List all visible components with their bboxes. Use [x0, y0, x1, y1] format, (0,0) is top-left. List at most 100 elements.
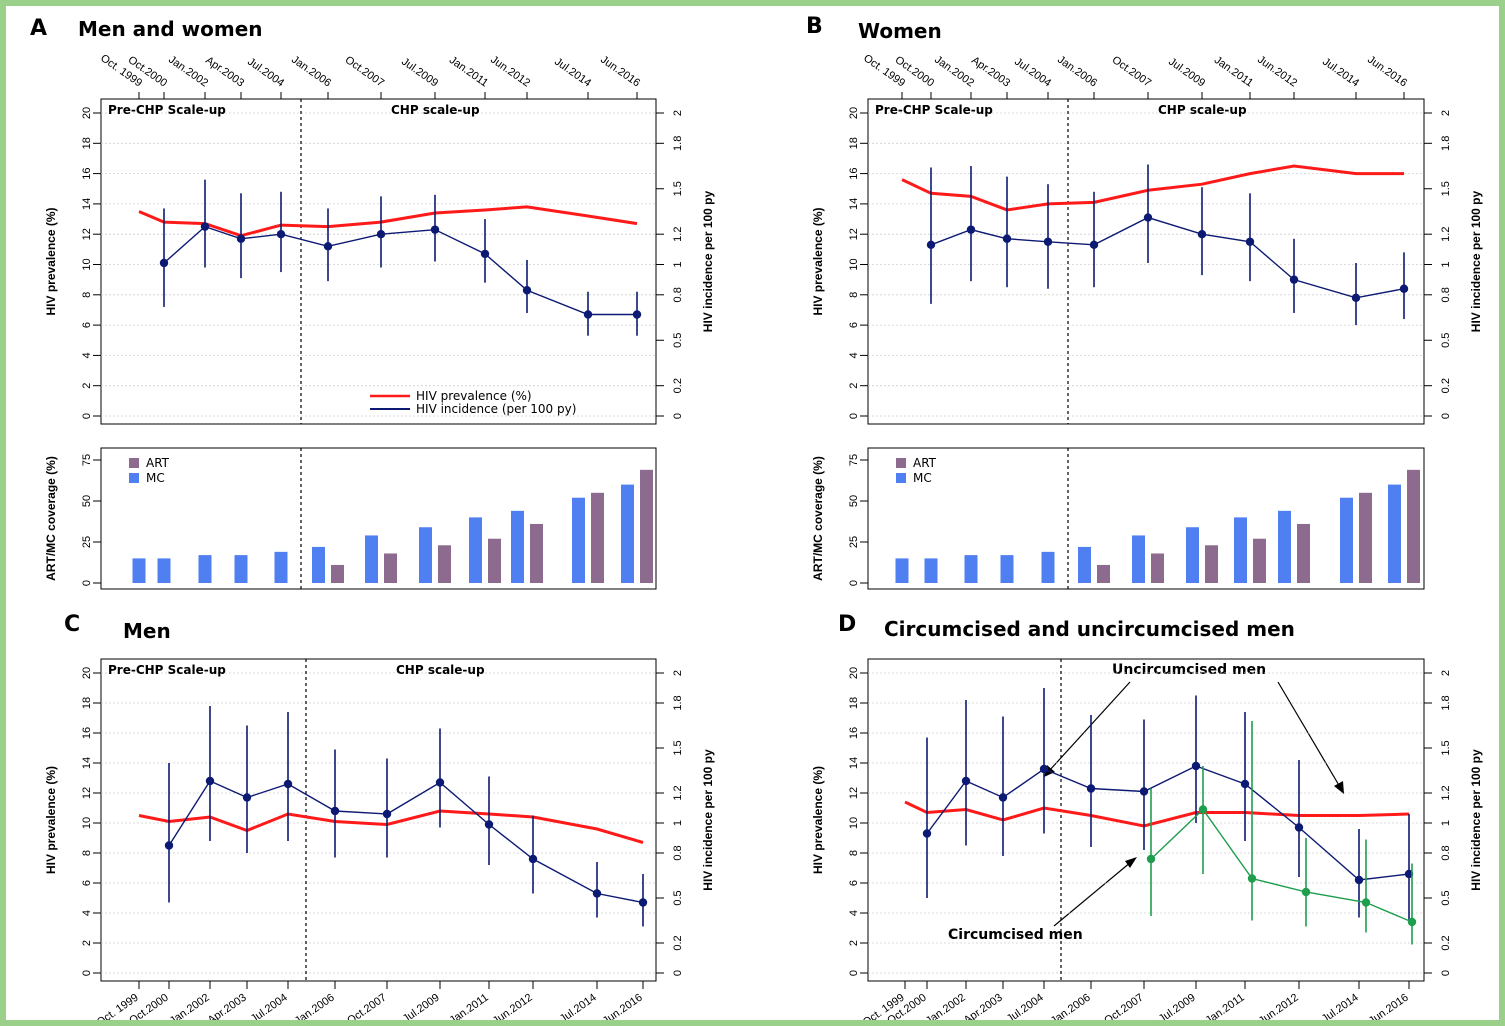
- panel-b-xtick-label: Oct.2007: [1110, 54, 1153, 89]
- panel-d-series-circumcised-point: [1407, 917, 1417, 927]
- panel-b-xtick-label: Jul.2014: [1320, 56, 1361, 90]
- panel-c-phase-pre: Pre-CHP Scale-up: [108, 663, 226, 677]
- panel-a-coverage-ytick-label: 50: [81, 495, 93, 507]
- panel-c-y2tick-label: 0: [672, 970, 684, 976]
- panel-b-coverage-ytick-label: 25: [848, 536, 860, 548]
- panel-d-ylabel-right: HIV incidence per 100 py: [1469, 749, 1483, 891]
- panel-a-ytick-label: 2: [81, 383, 93, 389]
- panel-a-xtick-label: Jun.2012: [488, 54, 532, 90]
- panel-d-series-circumcised-point: [1361, 898, 1371, 907]
- panel-a-plot-frame: [100, 98, 657, 425]
- panel-c-ytick-label: 12: [81, 787, 93, 799]
- panel-b-series-incidence-point: [1043, 237, 1053, 246]
- panel-a-xtick-label: Jan.2011: [447, 54, 490, 89]
- panel-d-series-incidence-point: [1240, 779, 1250, 789]
- panel-c-series-incidence-point: [164, 841, 174, 850]
- panel-b-ytick-label: 10: [848, 258, 860, 270]
- panel-b-legend-art-swatch: [896, 458, 906, 468]
- panel-d-y2tick-label: 0.2: [1440, 935, 1452, 950]
- panel-a-coverage-ytick-label: 75: [81, 454, 93, 466]
- panel-c-series-incidence-point: [283, 779, 293, 789]
- panel-c-ylabel-right: HIV incidence per 100 py: [701, 749, 715, 891]
- panel-d-ytick-label: 2: [848, 940, 860, 946]
- panel-b-letter: B: [806, 14, 823, 39]
- panel-a-letter: A: [30, 16, 47, 41]
- panel-d-series-circumcised-point: [1146, 854, 1156, 864]
- panel-d-xtick-label: Jul.2014: [1320, 992, 1361, 1020]
- panel-b-title: Women: [858, 19, 942, 43]
- panel-b-bar-mc: [964, 555, 978, 583]
- panel-a-legend-art: ART: [146, 456, 170, 470]
- panel-b-y2tick-label: 1.2: [1440, 227, 1452, 242]
- panel-c-phase-post: CHP scale-up: [396, 663, 485, 677]
- panel-a-xtick-label: Jul.2014: [552, 56, 593, 90]
- panel-c-ytick-label: 4: [81, 910, 93, 916]
- panel-d-ytick-label: 0: [848, 970, 860, 976]
- panel-d-ytick-label: 4: [848, 910, 860, 916]
- arrow-circumcised-head: [1125, 857, 1137, 868]
- panel-a-ylabel-right: HIV incidence per 100 py: [701, 190, 715, 332]
- panel-c-series-incidence-point: [528, 854, 538, 864]
- annotation-uncircumcised: Uncircumcised men: [1112, 662, 1266, 678]
- panel-c-y2tick-label: 1.2: [672, 785, 684, 800]
- panel-b-y2tick-label: 1.8: [1440, 136, 1452, 151]
- legend: HIV prevalence (%) HIV incidence (per 10…: [370, 389, 576, 416]
- panel-d-xtick-label: Jan.2011: [1203, 992, 1246, 1020]
- panel-d-y2tick-label: 0.5: [1440, 890, 1452, 905]
- panel-a-bar-art: [640, 469, 653, 583]
- panel-c-xtick-label: Jun.2012: [491, 992, 535, 1020]
- panel-a-bar-mc: [198, 555, 212, 583]
- panel-a-ylabel: HIV prevalence (%): [44, 207, 58, 315]
- panel-d-ytick-label: 8: [848, 850, 860, 856]
- panel-d-series-incidence-point: [922, 829, 932, 838]
- panel-d-y2tick-label: 1.5: [1440, 740, 1452, 755]
- panel-c-series-incidence-point: [484, 820, 494, 829]
- panel-a-y2tick-label: 0.2: [672, 378, 684, 393]
- panel-c-ytick-label: 10: [81, 817, 93, 829]
- panel-b-y2tick-label: 1.5: [1440, 181, 1452, 196]
- panel-c-series-incidence-point: [382, 809, 392, 819]
- panel-b-xtick-label: Jul.2004: [1012, 56, 1053, 90]
- panel-d-ytick-label: 6: [848, 880, 860, 886]
- panel-a-xtick-label: Apr.2003: [203, 54, 246, 89]
- panel-a-bar-art: [591, 492, 604, 583]
- panel-a-series-incidence-point: [632, 310, 642, 319]
- panel-a-series-prevalence-line: [138, 205, 638, 238]
- panel-b-bar-mc: [1186, 527, 1199, 583]
- panel-d-xtick-label: Oct.2007: [1102, 992, 1145, 1020]
- panel-d-ylabel: HIV prevalence (%): [811, 766, 825, 874]
- panel-a-series-incidence-point: [522, 286, 532, 295]
- panel-d-plot: 0 2 4 6 8 10 12 14 16 18 20 0 0.2 0.5 0.8 1 1.2 1.5 1.8 2 HI…: [811, 658, 1483, 1020]
- panel-b-ytick-label: 2: [848, 383, 860, 389]
- panel-c-series-incidence-point: [242, 793, 252, 802]
- panel-a-bar-mc: [572, 497, 585, 583]
- panel-d-y2tick-label: 1: [1440, 820, 1452, 826]
- panel-d-series-incidence-point: [1404, 869, 1414, 879]
- panel-b-coverage-ytick-label: 0: [848, 580, 860, 586]
- panel-d-ytick-label: 10: [848, 817, 860, 829]
- panel-a-y2tick-label: 2: [672, 110, 684, 116]
- panel-a-bar-mc: [274, 551, 288, 583]
- panel-c-y2tick-label: 0.5: [672, 890, 684, 905]
- panel-d-y2tick-label: 0: [1440, 970, 1452, 976]
- panel-c-letter: C: [64, 612, 80, 637]
- panel-a-ytick-label: 8: [81, 292, 93, 298]
- panel-a-bar-art: [438, 545, 451, 583]
- panel-b-coverage-ytick-label: 50: [848, 495, 860, 507]
- panel-a-bar-art: [530, 523, 543, 583]
- panel-a-xtick-label: Jan.2002: [166, 54, 210, 90]
- panel-b-bar-mc: [1078, 546, 1091, 583]
- panel-d-ytick-label: 14: [848, 757, 860, 769]
- panel-d-annotations: Uncircumcised men Circumcised men: [948, 662, 1344, 943]
- panel-b-bar-art: [1151, 553, 1164, 583]
- panel-a-y2tick-label: 0.5: [672, 333, 684, 348]
- panel-d-series-circumcised-point: [1247, 874, 1257, 883]
- panel-b-bar-mc: [1278, 510, 1291, 583]
- panel-b-y2tick-label: 0.5: [1440, 333, 1452, 348]
- panel-b-xtick-label: Jun.2016: [1365, 54, 1409, 90]
- panel-b-series-incidence-point: [1351, 293, 1361, 303]
- panel-b-series-prevalence-line: [901, 164, 1404, 212]
- panel-a-series-incidence-point: [480, 249, 490, 259]
- panel-b-series-incidence-point: [966, 225, 976, 234]
